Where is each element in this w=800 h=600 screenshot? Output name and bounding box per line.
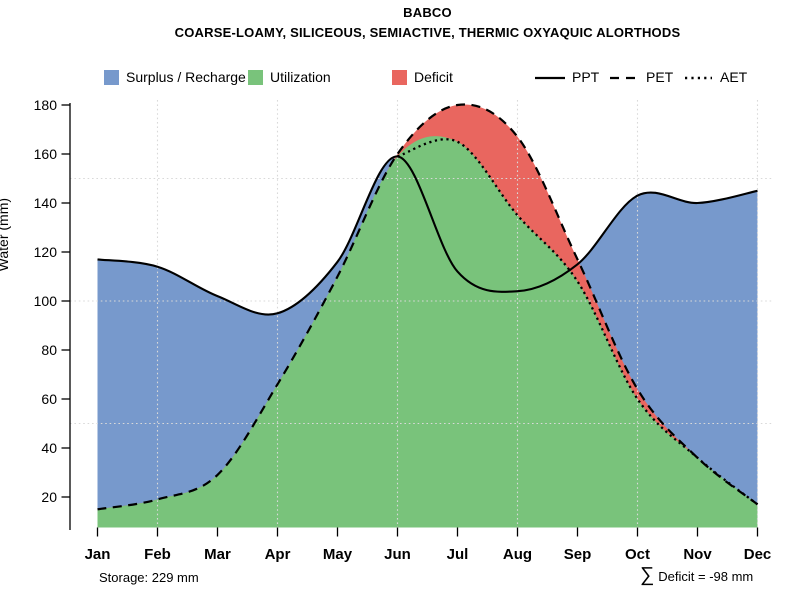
sigma-icon: ∑ (640, 564, 655, 586)
legend-label-surplus: Surplus / Recharge (126, 69, 246, 85)
x-tick-label-jun: Jun (384, 546, 411, 563)
x-tick-label-sep: Sep (564, 546, 592, 563)
legend-label-deficit: Deficit (414, 69, 453, 85)
x-tick-label-feb: Feb (144, 546, 171, 563)
page-title: BABCO (403, 5, 452, 20)
legend-label-aet: AET (720, 69, 748, 85)
legend-line-aet-icon (684, 70, 712, 85)
y-tick-label: 60 (41, 391, 57, 407)
storage-annotation: Storage: 229 mm (99, 570, 199, 585)
y-tick-label: 160 (34, 146, 58, 162)
legend-label-ppt: PPT (572, 69, 600, 85)
legend-label-utilization: Utilization (270, 69, 331, 85)
aet-line (397, 138, 759, 506)
x-tick-label-aug: Aug (503, 546, 532, 563)
y-tick-label: 80 (41, 342, 57, 358)
x-tick-label-dec: Dec (744, 546, 772, 563)
legend-swatch-surplus (104, 70, 119, 85)
y-tick-label: 140 (34, 195, 58, 211)
chart-subtitle: COARSE-LOAMY, SILICEOUS, SEMIACTIVE, THE… (174, 25, 681, 40)
x-tick-label-mar: Mar (204, 546, 231, 563)
x-tick-label-jan: Jan (85, 546, 111, 563)
y-tick-label: 40 (41, 440, 57, 456)
legend-swatch-utilization (248, 70, 263, 85)
y-tick-label: 120 (34, 244, 58, 260)
legend-label-pet: PET (646, 69, 674, 85)
x-tick-label-apr: Apr (265, 546, 291, 563)
y-axis-ticks: 20 40 60 80 100 120 140 160 180 (34, 97, 70, 505)
deficit-annotation-text: Deficit = -98 mm (658, 569, 754, 584)
pet-line (97, 103, 759, 511)
x-tick-label-nov: Nov (683, 546, 712, 563)
y-tick-label: 20 (41, 489, 57, 505)
y-tick-label: 100 (34, 293, 58, 309)
x-tick-label-oct: Oct (625, 546, 650, 563)
legend-line-ppt-icon (535, 70, 565, 85)
legend-line-pet-icon (610, 70, 638, 85)
x-tick-label-jul: Jul (447, 546, 469, 563)
ppt-line (97, 155, 758, 316)
grid-lines (70, 100, 772, 528)
y-tick-label: 180 (34, 97, 58, 113)
deficit-annotation: ∑ Deficit = -98 mm (640, 564, 753, 587)
x-axis-ticks: Jan Feb Mar Apr May Jun Jul Aug Sep Oct Nov Dec (85, 527, 772, 563)
legend-swatch-deficit (392, 70, 407, 85)
x-tick-label-may: May (323, 546, 353, 563)
utilization-area-fill (97, 136, 758, 528)
